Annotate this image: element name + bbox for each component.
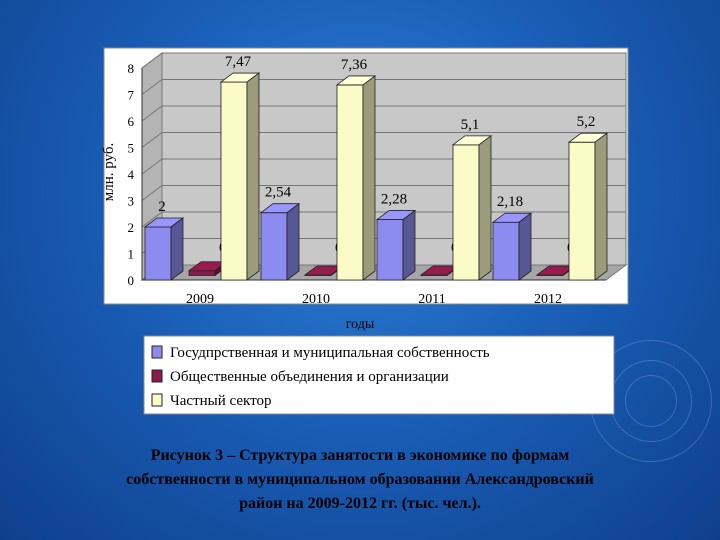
y-tick-label: 1 — [128, 247, 135, 262]
data-label: 2,28 — [381, 192, 407, 208]
bar-side-face — [286, 202, 300, 281]
x-tick-label: 2009 — [186, 292, 214, 307]
bar-front-face — [220, 81, 248, 281]
bar-front-face — [376, 219, 404, 281]
y-tick-label: 0 — [128, 273, 135, 288]
x-tick-label: 2012 — [534, 292, 562, 307]
bar-side-face — [362, 75, 376, 281]
bar-front-face — [260, 212, 288, 281]
y-tick-label: 4 — [128, 167, 135, 182]
y-tick-label: 7 — [128, 88, 135, 103]
data-label: 5,1 — [461, 117, 480, 133]
y-tick-label: 5 — [128, 141, 135, 156]
bar-side-face — [478, 135, 492, 281]
data-label: 2,54 — [265, 185, 292, 201]
data-label: 2 — [158, 199, 166, 215]
legend-label: Госудпрственная и муниципальная собствен… — [170, 345, 490, 361]
y-gridline — [141, 132, 626, 148]
figure-caption: Рисунок 3 – Структура занятости в эконом… — [30, 444, 690, 516]
y-tick-label: 6 — [128, 114, 135, 129]
legend-swatch — [151, 369, 163, 383]
caption-line: Рисунок 3 – Структура занятости в эконом… — [150, 447, 570, 464]
bar-front-face — [336, 84, 364, 281]
data-label: 7,36 — [341, 57, 368, 73]
x-tick-label: 2011 — [418, 292, 445, 307]
y-gridline — [141, 105, 626, 122]
bar-side-face — [594, 132, 608, 281]
bar-side-face — [246, 72, 260, 281]
data-label: 5,2 — [577, 114, 596, 130]
y-tick-label: 3 — [128, 194, 135, 209]
y-tick-label: 8 — [128, 61, 135, 76]
y-axis-title: млн. руб. — [101, 143, 117, 202]
legend-box — [143, 335, 615, 415]
bar-front-face — [188, 270, 216, 276]
y-tick-label: 2 — [128, 220, 135, 235]
y-gridline — [141, 52, 626, 69]
caption-line: район на 2009-2012 гг. (тыс. чел.). — [239, 495, 481, 512]
legend-swatch — [151, 345, 163, 359]
data-label: 7,47 — [225, 54, 252, 70]
caption-line: собственности в муниципальном образовани… — [126, 471, 594, 488]
legend-swatch — [151, 393, 163, 407]
x-tick-label: 2010 — [302, 292, 330, 307]
water-ripple-decoration — [625, 375, 677, 427]
bar-side-face — [402, 209, 416, 281]
employment-bar-chart: 01234567820,187,4720092,540,027,3620102,… — [101, 47, 629, 415]
bar-front-face — [492, 221, 520, 281]
bar-side-face — [170, 217, 184, 281]
y-gridline — [141, 79, 626, 95]
legend-label: Частный сектор — [170, 393, 271, 409]
x-axis-title: годы — [346, 317, 375, 332]
bar-side-face — [518, 212, 532, 281]
legend-label: Общественные объединения и организации — [170, 369, 449, 385]
bar-front-face — [568, 141, 596, 281]
data-label: 2,18 — [497, 194, 523, 210]
bar-front-face — [144, 226, 172, 281]
bar-front-face — [452, 144, 480, 281]
